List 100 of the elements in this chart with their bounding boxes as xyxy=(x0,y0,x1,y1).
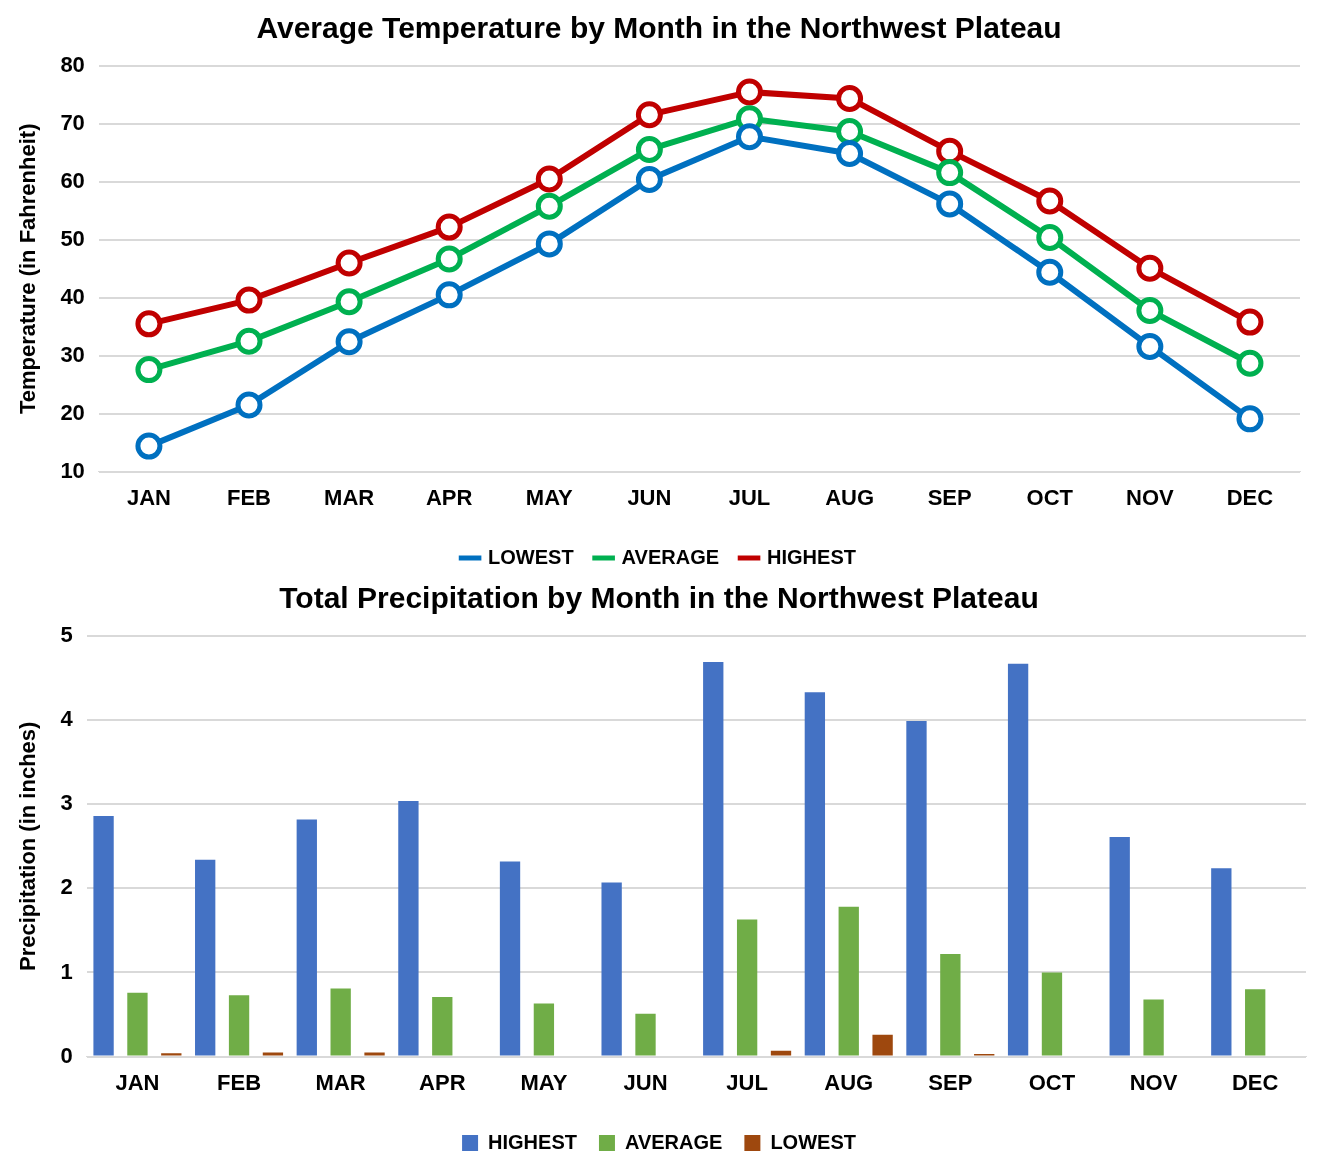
y-tick-label: 60 xyxy=(60,167,85,193)
point xyxy=(235,286,263,314)
legend-label: LOWEST xyxy=(770,1130,856,1153)
point xyxy=(836,139,864,167)
point xyxy=(435,245,463,273)
x-tick-label: JAN xyxy=(126,484,171,510)
y-tick-label: 80 xyxy=(60,52,85,78)
y-tick-label: 50 xyxy=(60,225,85,251)
bar xyxy=(906,720,927,1056)
x-tick-label: OCT xyxy=(1028,1069,1076,1095)
point xyxy=(635,166,663,194)
bar xyxy=(432,996,453,1056)
bar xyxy=(940,953,961,1056)
bar xyxy=(1109,837,1130,1056)
y-tick-label: 0 xyxy=(60,1042,73,1068)
y-axis-title: Temperature (in Fahrenheit) xyxy=(15,123,41,415)
y-tick-label: 70 xyxy=(60,110,85,136)
x-tick-label: DEC xyxy=(1231,1069,1279,1095)
point xyxy=(535,230,563,258)
point xyxy=(135,310,163,338)
x-tick-label: SEP xyxy=(928,1069,973,1095)
chart-title: Average Temperature by Month in the Northwest Plateau xyxy=(256,11,1062,45)
bar xyxy=(770,1050,792,1056)
x-tick-label: DEC xyxy=(1226,484,1274,510)
point xyxy=(1236,405,1264,433)
point xyxy=(235,391,263,419)
legend-label: AVERAGE xyxy=(624,1130,723,1153)
point xyxy=(635,101,663,129)
point xyxy=(1036,258,1064,286)
bar xyxy=(195,859,216,1056)
y-tick-label: 40 xyxy=(60,283,85,309)
x-tick-label: JUN xyxy=(623,1069,668,1095)
bar xyxy=(703,662,724,1056)
x-tick-label: JAN xyxy=(115,1069,160,1095)
x-tick-label: JUL xyxy=(728,484,771,510)
bar xyxy=(262,1052,284,1056)
bar xyxy=(1007,663,1029,1056)
y-tick-label: 4 xyxy=(60,706,74,732)
point xyxy=(235,327,263,355)
x-tick-label: MAR xyxy=(315,1069,366,1095)
y-tick-label: 30 xyxy=(60,341,85,367)
point xyxy=(1236,308,1264,336)
point xyxy=(836,117,864,145)
bar xyxy=(296,819,317,1056)
point xyxy=(635,135,663,163)
y-axis-title: Precipitation (in inches) xyxy=(15,721,41,971)
point xyxy=(135,432,163,460)
point xyxy=(335,328,363,356)
point xyxy=(836,84,864,112)
y-tick-label: 1 xyxy=(60,958,73,984)
point xyxy=(735,78,763,106)
x-tick-label: NOV xyxy=(1126,484,1175,510)
point xyxy=(936,190,964,218)
y-tick-label: 10 xyxy=(60,457,85,483)
bar xyxy=(228,995,250,1056)
x-tick-label: AUG xyxy=(824,1069,874,1095)
point xyxy=(1036,224,1064,252)
x-tick-label: NOV xyxy=(1129,1069,1178,1095)
point xyxy=(535,192,563,220)
bar xyxy=(1041,972,1063,1056)
point xyxy=(735,123,763,151)
bar xyxy=(330,988,351,1056)
legend-label: AVERAGE xyxy=(621,545,720,568)
y-tick-label: 2 xyxy=(60,874,73,900)
bar xyxy=(1211,868,1232,1056)
x-tick-label: FEB xyxy=(227,484,272,510)
bar xyxy=(161,1053,182,1056)
point xyxy=(1136,254,1164,282)
bar xyxy=(398,800,419,1056)
x-tick-label: MAY xyxy=(520,1069,568,1095)
point xyxy=(936,159,964,187)
point xyxy=(435,281,463,309)
x-tick-label: FEB xyxy=(217,1069,262,1095)
x-tick-label: APR xyxy=(419,1069,466,1095)
point xyxy=(535,165,563,193)
chart-title: Total Precipitation by Month in the Northwest Plateau xyxy=(279,581,1039,615)
x-tick-label: MAR xyxy=(324,484,375,510)
legend-label: HIGHEST xyxy=(767,545,856,568)
point xyxy=(335,249,363,277)
x-tick-label: APR xyxy=(425,484,473,510)
bar xyxy=(127,992,148,1056)
bar xyxy=(635,1013,656,1056)
bar xyxy=(364,1052,385,1056)
point xyxy=(435,213,463,241)
x-tick-label: SEP xyxy=(927,484,972,510)
y-tick-label: 20 xyxy=(60,399,85,425)
point xyxy=(135,356,163,384)
bar xyxy=(533,1003,555,1056)
point xyxy=(1136,332,1164,360)
x-tick-label: JUL xyxy=(726,1069,768,1095)
point xyxy=(1236,349,1264,377)
bar xyxy=(93,816,114,1056)
bar xyxy=(838,906,859,1056)
x-tick-label: MAY xyxy=(525,484,574,510)
legend-label: LOWEST xyxy=(488,545,574,568)
bar xyxy=(601,882,622,1056)
x-tick-label: OCT xyxy=(1026,484,1074,510)
y-tick-label: 3 xyxy=(60,790,73,816)
point xyxy=(1136,297,1164,325)
point xyxy=(1036,187,1064,215)
